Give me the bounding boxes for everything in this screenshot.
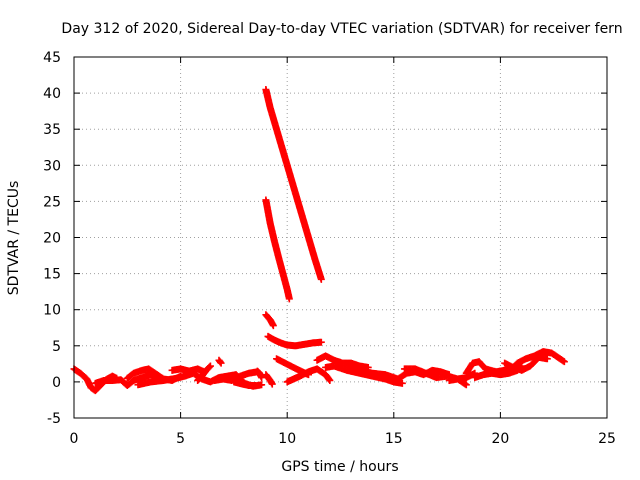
series-track-15 [262, 371, 276, 388]
data-point [326, 376, 334, 384]
x-tick-label: 25 [598, 431, 616, 447]
axis-ticks [73, 56, 608, 419]
y-tick-label: 45 [43, 50, 61, 66]
series-track-26 [501, 353, 551, 374]
series-track-13 [262, 311, 277, 330]
series-track-8 [230, 378, 259, 390]
series-track-17 [283, 365, 334, 386]
data-point [285, 295, 293, 303]
data-point [206, 363, 214, 371]
series-track-11 [262, 85, 325, 283]
y-tick-label: -5 [47, 411, 61, 427]
x-tick-label: 10 [278, 431, 296, 447]
series-track-2 [91, 371, 163, 390]
data-point [398, 379, 406, 387]
series-track-6 [194, 362, 214, 384]
y-tick-label: 15 [43, 267, 61, 283]
data-point [268, 380, 276, 388]
series-track-9 [215, 356, 225, 367]
series-track-25 [505, 348, 568, 376]
data-point [258, 381, 266, 389]
data-point [269, 322, 277, 330]
x-tick-label: 0 [70, 431, 79, 447]
series-track-12 [262, 196, 293, 303]
x-tick-label: 15 [385, 431, 403, 447]
y-tick-label: 5 [52, 339, 61, 355]
data-point [217, 359, 225, 367]
y-tick-label: 0 [52, 375, 61, 391]
data-point [258, 374, 266, 382]
series-track-22 [445, 369, 479, 384]
x-tick-label: 5 [176, 431, 185, 447]
chart-title: Day 312 of 2020, Sidereal Day-to-day VTE… [61, 21, 622, 37]
series-track-14 [264, 332, 325, 350]
data-point [317, 275, 325, 283]
series-track-5 [168, 365, 208, 376]
axis-tick-labels: 0 5 10 15 20 25 -5 0 5 10 15 20 25 30 35 40 45 [43, 50, 616, 447]
y-tick-label: 20 [43, 231, 61, 247]
data-points [70, 85, 568, 395]
y-tick-label: 40 [43, 86, 61, 102]
x-tick-label: 20 [491, 431, 509, 447]
data-point [462, 381, 470, 389]
y-tick-label: 30 [43, 158, 61, 174]
y-tick-label: 25 [43, 194, 61, 210]
y-tick-label: 10 [43, 303, 61, 319]
y-axis-label: SDTVAR / TECUs [6, 181, 22, 296]
data-point [543, 355, 551, 363]
data-point [317, 338, 325, 346]
data-point [560, 358, 568, 366]
y-tick-label: 35 [43, 122, 61, 138]
data-point [251, 382, 259, 390]
data-point [206, 362, 214, 370]
x-axis-label: GPS time / hours [281, 459, 398, 475]
series-track-10 [253, 367, 266, 382]
